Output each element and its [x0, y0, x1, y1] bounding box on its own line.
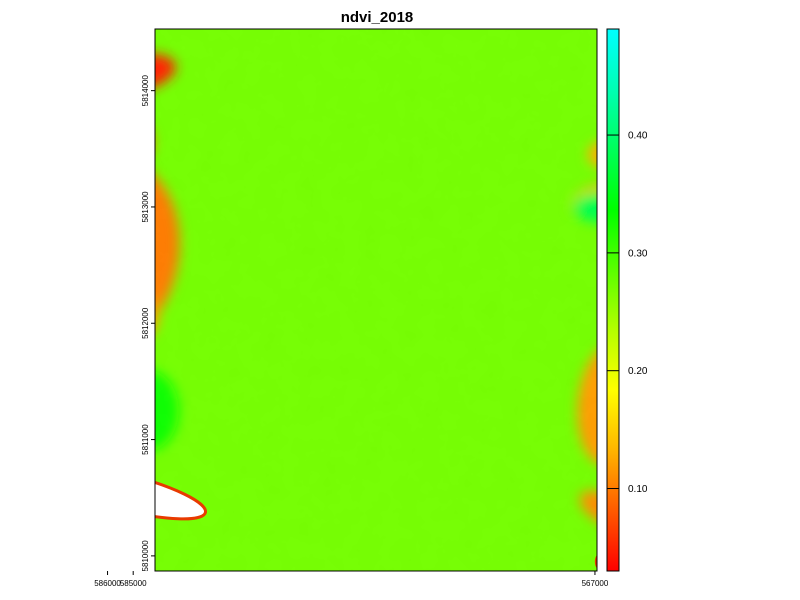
legend-tick-label-0: 0.10 [628, 484, 648, 495]
legend-ticks: 0.10 0.20 0.30 0.40 [607, 131, 648, 495]
color-legend: 0.10 0.20 0.30 0.40 [606, 28, 648, 572]
region-3 [66, 95, 162, 179]
plot-frame [154, 28, 598, 572]
x-tick-label-1: 586000 [94, 579, 121, 588]
legend-tick-label-3: 0.40 [628, 131, 648, 142]
region-2 [90, 245, 161, 343]
raster-texture [155, 29, 597, 571]
chart-title: ndvi_2018 [341, 9, 414, 26]
legend-colorbar [606, 28, 620, 572]
y-tick-label-1: 5811000 [141, 424, 150, 455]
y-axis: 5810000 5811000 5812000 5813000 5814000 [141, 75, 155, 572]
legend-tick-label-2: 0.30 [628, 248, 648, 259]
y-tick-label-2: 5812000 [141, 307, 150, 339]
x-tick-label-0: 585000 [120, 579, 147, 588]
legend-tick-label-1: 0.20 [628, 366, 648, 377]
y-tick-label-4: 5814000 [141, 75, 150, 107]
y-tick-label-3: 5813000 [141, 191, 150, 223]
raster-plot [66, 29, 597, 571]
nodata-area-0 [155, 463, 208, 521]
y-tick-label-0: 5810000 [141, 540, 150, 572]
x-tick-label-2: 567000 [582, 579, 609, 588]
